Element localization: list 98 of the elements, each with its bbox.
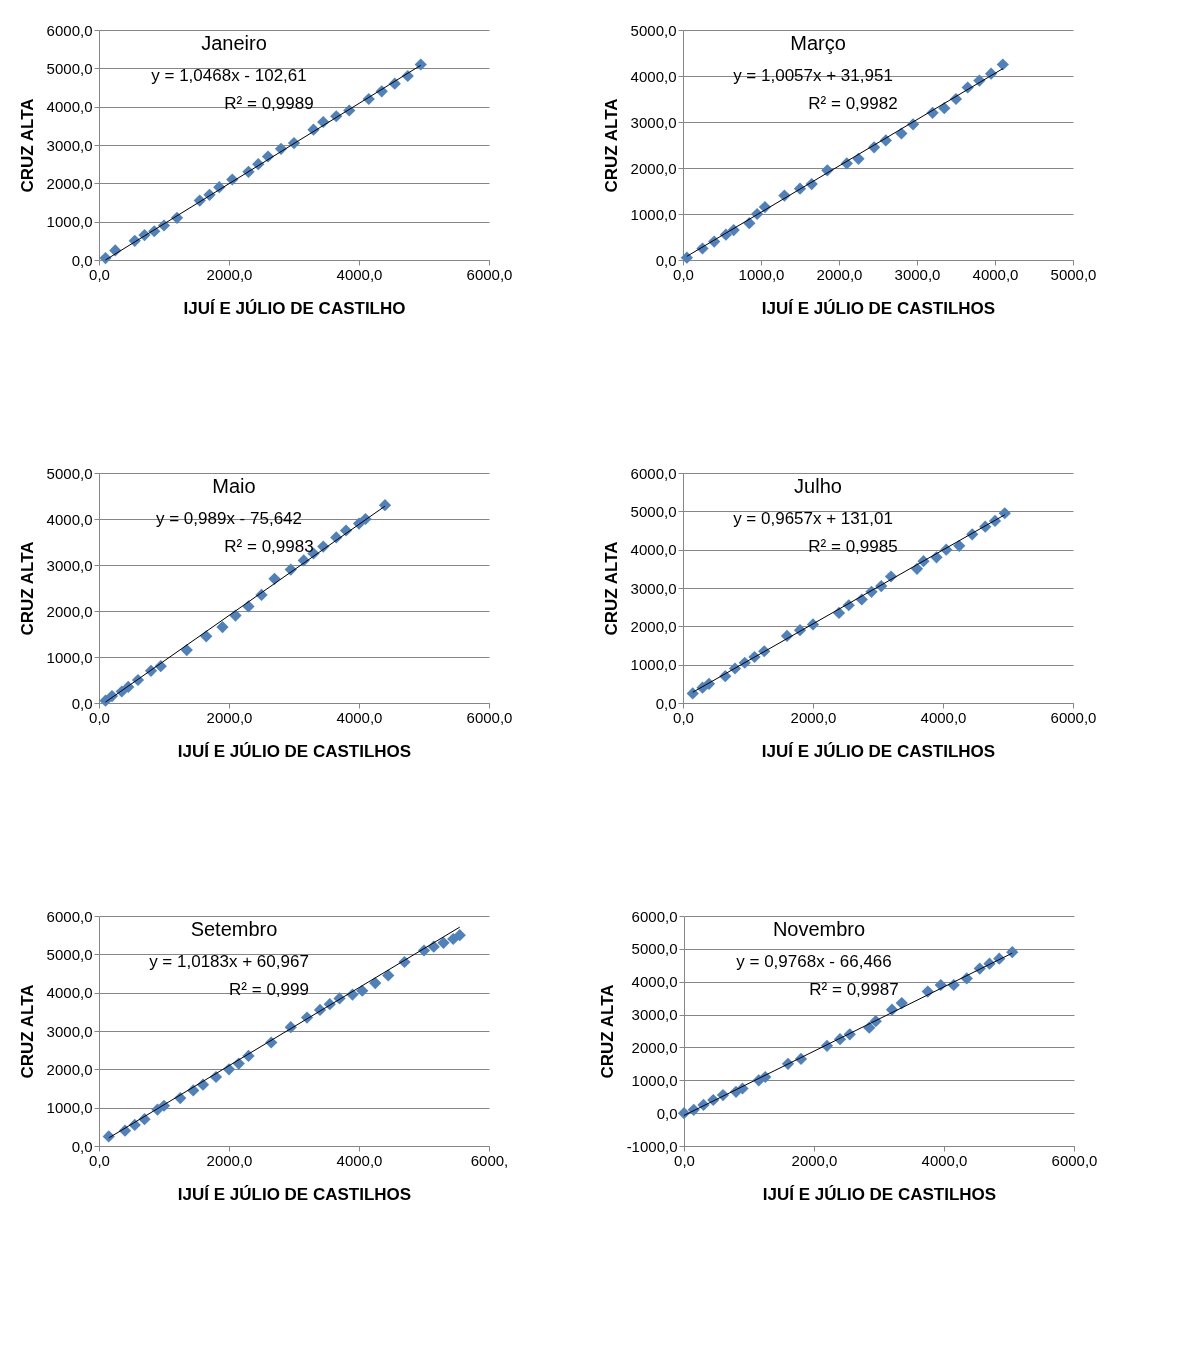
y-axis-title: CRUZ ALTA: [17, 98, 37, 193]
x-tick-label: 2000,0: [790, 708, 837, 726]
point: [998, 507, 1011, 520]
x-axis-title: IJUÍ E JÚLIO DE CASTILHOS: [177, 741, 412, 761]
y-tick-label: 2000,0: [630, 159, 677, 177]
y-tick-label: 1000,0: [631, 1071, 678, 1089]
annotation: R² = 0,9983: [224, 537, 314, 556]
x-tick-label: 6000,: [470, 1151, 509, 1169]
x-tick-label: 4000,0: [336, 265, 383, 283]
annotation: R² = 0,9987: [809, 980, 899, 999]
y-tick-label: 5000,0: [630, 21, 677, 39]
y-tick-label: 6000,0: [46, 907, 93, 925]
annotation: R² = 0,9985: [808, 537, 898, 556]
y-tick-label: 1000,0: [46, 648, 93, 666]
y-tick-label: 2000,0: [46, 174, 93, 192]
chart-title: Novembro: [772, 918, 866, 940]
x-tick-label: 2000,0: [206, 1151, 253, 1169]
y-tick-label: 3000,0: [630, 579, 677, 597]
x-tick-label: 1000,0: [738, 265, 785, 283]
chart-title: Março: [790, 32, 846, 54]
y-tick-label: 3000,0: [630, 113, 677, 131]
x-tick-label: 4000,0: [336, 708, 383, 726]
y-tick-label: 4000,0: [46, 984, 93, 1002]
x-tick-label: 5000,0: [1050, 265, 1097, 283]
annotation: y = 0,9657x + 131,01: [733, 509, 893, 528]
x-tick-label: 4000,0: [972, 265, 1019, 283]
x-tick-label: 4000,0: [336, 1151, 383, 1169]
x-tick-label: 4000,0: [920, 708, 967, 726]
y-tick-label: 6000,0: [630, 464, 677, 482]
annotation: R² = 0,9982: [808, 94, 898, 113]
y-tick-label: 5000,0: [631, 940, 678, 958]
annotation: y = 0,989x - 75,642: [155, 509, 303, 528]
point: [996, 58, 1009, 71]
y-tick-label: 1000,0: [46, 1099, 93, 1117]
point: [200, 630, 213, 643]
y-tick-label: 2000,0: [46, 1060, 93, 1078]
y-tick-label: 3000,0: [46, 556, 93, 574]
point: [437, 936, 450, 949]
x-axis-title: IJUÍ E JÚLIO DE CASTILHOS: [177, 1184, 412, 1204]
annotation: y = 0,9768x - 66,466: [736, 952, 892, 971]
y-axis-title: CRUZ ALTA: [597, 984, 617, 1079]
annotation: y = 1,0183x + 60,967: [149, 952, 309, 971]
y-tick-label: 6000,0: [631, 907, 678, 925]
x-tick-label: 2000,0: [206, 265, 253, 283]
y-tick-label: 3000,0: [631, 1006, 678, 1024]
y-tick-label: 5000,0: [630, 502, 677, 520]
x-tick-label: 2000,0: [206, 708, 253, 726]
annotation: y = 1,0057x + 31,951: [733, 66, 893, 85]
x-tick-label: 3000,0: [894, 265, 941, 283]
annotation: y = 1,0468x - 102,61: [151, 66, 307, 85]
point: [953, 539, 966, 552]
y-tick-label: 5000,0: [46, 59, 93, 77]
x-tick-label: 6000,0: [1051, 1151, 1098, 1169]
y-tick-label: 4000,0: [631, 973, 678, 991]
y-axis-title: CRUZ ALTA: [601, 98, 621, 193]
x-tick-label: 2000,0: [791, 1151, 838, 1169]
y-tick-label: 1000,0: [630, 656, 677, 674]
point: [356, 984, 369, 997]
point: [369, 976, 382, 990]
point: [216, 620, 229, 634]
y-tick-label: 1000,0: [630, 205, 677, 223]
x-tick-label: 6000,0: [466, 265, 513, 283]
y-tick-label: 4000,0: [46, 98, 93, 116]
y-tick-label: 5000,0: [46, 945, 93, 963]
x-axis-title: IJUÍ E JÚLIO DE CASTILHO: [183, 298, 406, 318]
chart-title: Julho: [794, 475, 842, 497]
y-tick-label: 4000,0: [630, 541, 677, 559]
annotation: R² = 0,999: [229, 980, 309, 999]
point: [1006, 946, 1019, 959]
y-tick-label: 3000,0: [46, 1022, 93, 1040]
y-tick-label: 2000,0: [630, 617, 677, 635]
y-tick-label: 6000,0: [46, 21, 93, 39]
chart-title: Maio: [212, 475, 256, 497]
y-tick-label: 5000,0: [46, 464, 93, 482]
y-tick-label: 1000,0: [46, 213, 93, 231]
x-tick-label: 6000,0: [1050, 708, 1097, 726]
y-tick-label: 3000,0: [46, 136, 93, 154]
y-tick-label: 2000,0: [46, 602, 93, 620]
x-axis-title: IJUÍ E JÚLIO DE CASTILHOS: [761, 298, 996, 318]
y-axis-title: CRUZ ALTA: [17, 541, 37, 636]
chart-title: Janeiro: [201, 32, 267, 54]
point: [453, 929, 466, 942]
x-tick-label: 2000,0: [816, 265, 863, 283]
y-tick-label: 4000,0: [630, 67, 677, 85]
annotation: R² = 0,9989: [224, 94, 314, 113]
y-tick-label: 0,0: [656, 1104, 678, 1122]
chart-title: Setembro: [190, 918, 278, 940]
y-tick-label: 4000,0: [46, 510, 93, 528]
x-tick-label: 6000,0: [466, 708, 513, 726]
x-axis-title: IJUÍ E JÚLIO DE CASTILHOS: [761, 741, 996, 761]
y-tick-label: 2000,0: [631, 1038, 678, 1056]
point: [382, 969, 395, 982]
x-tick-label: 4000,0: [921, 1151, 968, 1169]
point: [895, 996, 908, 1010]
x-axis-title: IJUÍ E JÚLIO DE CASTILHOS: [762, 1184, 997, 1204]
y-axis-title: CRUZ ALTA: [601, 541, 621, 636]
point: [938, 102, 951, 115]
y-axis-title: CRUZ ALTA: [17, 984, 37, 1079]
